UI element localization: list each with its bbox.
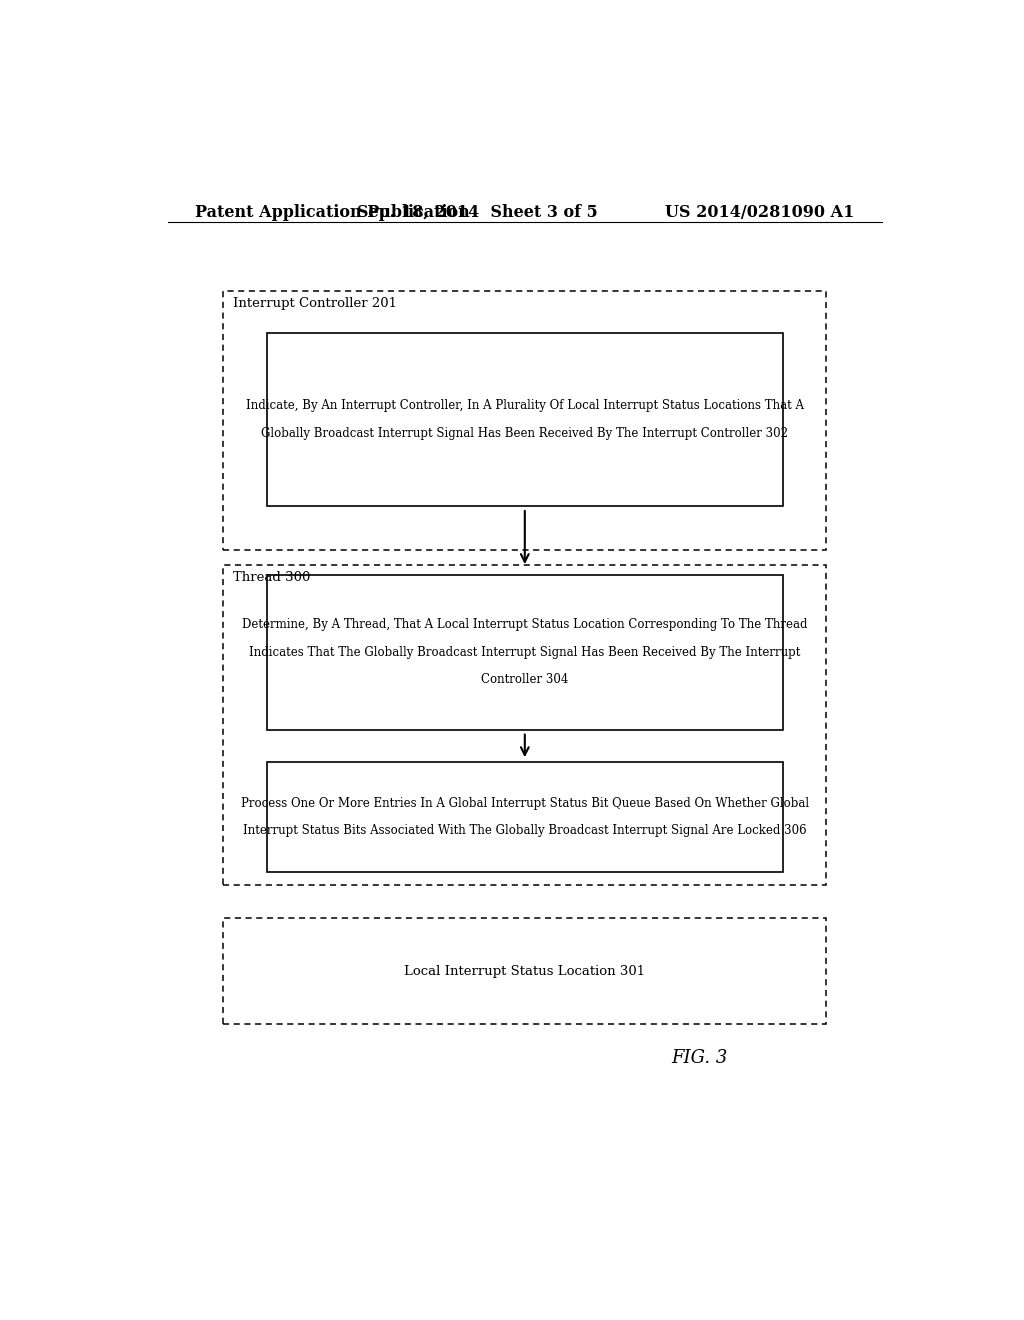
Text: Controller 304: Controller 304 — [481, 673, 568, 686]
Text: Local Interrupt Status Location 301: Local Interrupt Status Location 301 — [404, 965, 645, 978]
Bar — [267, 576, 782, 730]
Text: Interrupt Status Bits Associated With The Globally Broadcast Interrupt Signal Ar: Interrupt Status Bits Associated With Th… — [243, 824, 807, 837]
Bar — [223, 917, 826, 1024]
Bar — [223, 290, 826, 549]
Text: US 2014/0281090 A1: US 2014/0281090 A1 — [665, 205, 854, 222]
Text: Process One Or More Entries In A Global Interrupt Status Bit Queue Based On Whet: Process One Or More Entries In A Global … — [241, 797, 809, 809]
Bar — [267, 762, 782, 873]
Text: Interrupt Controller 201: Interrupt Controller 201 — [232, 297, 396, 310]
Text: FIG. 3: FIG. 3 — [671, 1049, 728, 1067]
Text: Determine, By A Thread, That A Local Interrupt Status Location Corresponding To : Determine, By A Thread, That A Local Int… — [242, 619, 808, 631]
Text: Globally Broadcast Interrupt Signal Has Been Received By The Interrupt Controlle: Globally Broadcast Interrupt Signal Has … — [261, 426, 788, 440]
Text: Sep. 18, 2014  Sheet 3 of 5: Sep. 18, 2014 Sheet 3 of 5 — [356, 205, 598, 222]
Text: Indicate, By An Interrupt Controller, In A Plurality Of Local Interrupt Status L: Indicate, By An Interrupt Controller, In… — [246, 400, 804, 412]
Bar — [223, 565, 826, 886]
Text: Patent Application Publication: Patent Application Publication — [196, 205, 470, 222]
Text: Indicates That The Globally Broadcast Interrupt Signal Has Been Received By The : Indicates That The Globally Broadcast In… — [249, 645, 801, 659]
Bar — [267, 333, 782, 506]
Text: Thread 300: Thread 300 — [232, 572, 310, 583]
